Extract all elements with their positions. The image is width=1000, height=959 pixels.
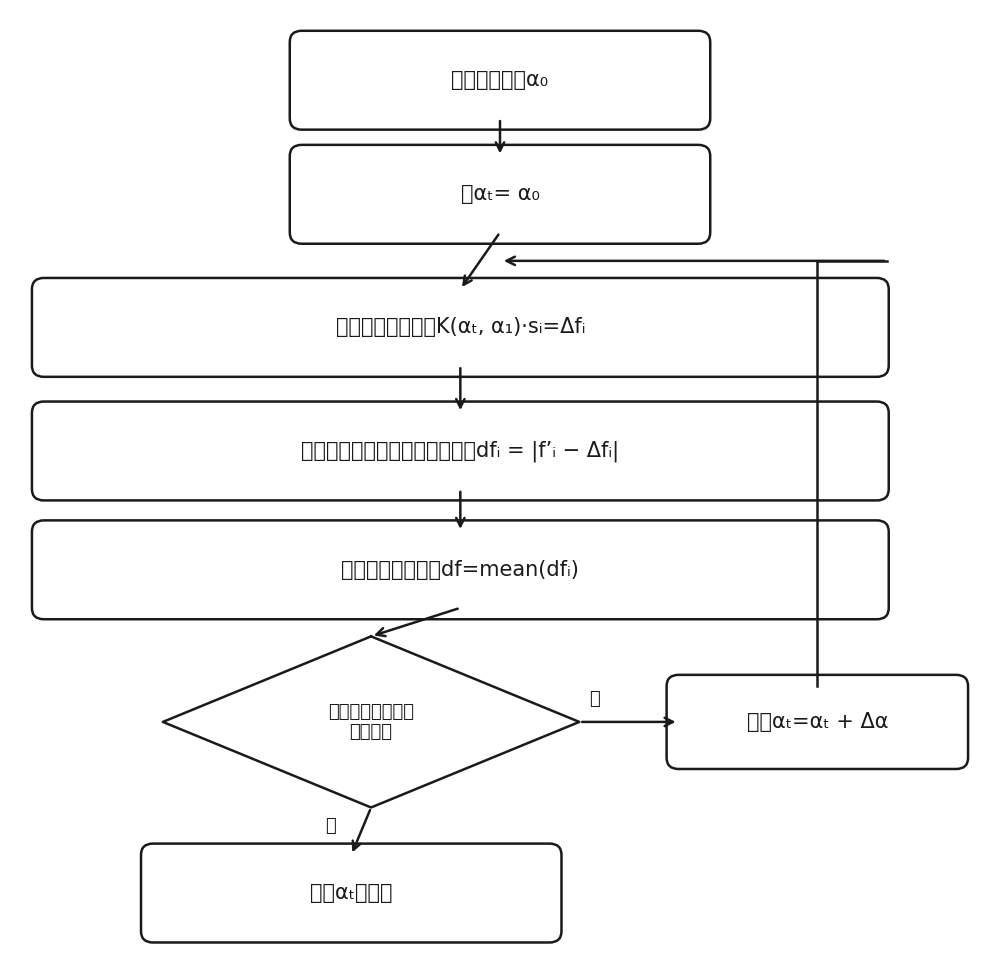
- FancyBboxPatch shape: [290, 145, 710, 244]
- Text: 修正αₜ=αₜ + Δα: 修正αₜ=αₜ + Δα: [747, 712, 888, 732]
- FancyBboxPatch shape: [32, 278, 889, 377]
- Text: 否: 否: [326, 817, 336, 835]
- Text: 输出αₜ标定値: 输出αₜ标定値: [310, 883, 392, 903]
- Polygon shape: [163, 637, 579, 807]
- Text: 是: 是: [589, 690, 600, 708]
- Text: 输出误差均値是否
达到阈値: 输出误差均値是否 达到阈値: [328, 703, 414, 741]
- FancyBboxPatch shape: [32, 521, 889, 620]
- Text: 令αₜ= α₀: 令αₜ= α₀: [461, 184, 539, 204]
- Text: 带入差分标定模型K(αₜ, α₁)·sᵢ=Δfᵢ: 带入差分标定模型K(αₜ, α₁)·sᵢ=Δfᵢ: [336, 317, 585, 338]
- FancyBboxPatch shape: [667, 675, 968, 769]
- Text: 计算模型输出与实际输出的差値dfᵢ = |f’ᵢ − Δfᵢ|: 计算模型输出与实际输出的差値dfᵢ = |f’ᵢ − Δfᵢ|: [301, 440, 619, 461]
- FancyBboxPatch shape: [141, 844, 561, 943]
- FancyBboxPatch shape: [32, 402, 889, 501]
- Text: 输入初始参数α₀: 输入初始参数α₀: [451, 70, 549, 90]
- Text: 计算输出误差均値df=mean(dfᵢ): 计算输出误差均値df=mean(dfᵢ): [341, 560, 579, 580]
- FancyBboxPatch shape: [290, 31, 710, 129]
